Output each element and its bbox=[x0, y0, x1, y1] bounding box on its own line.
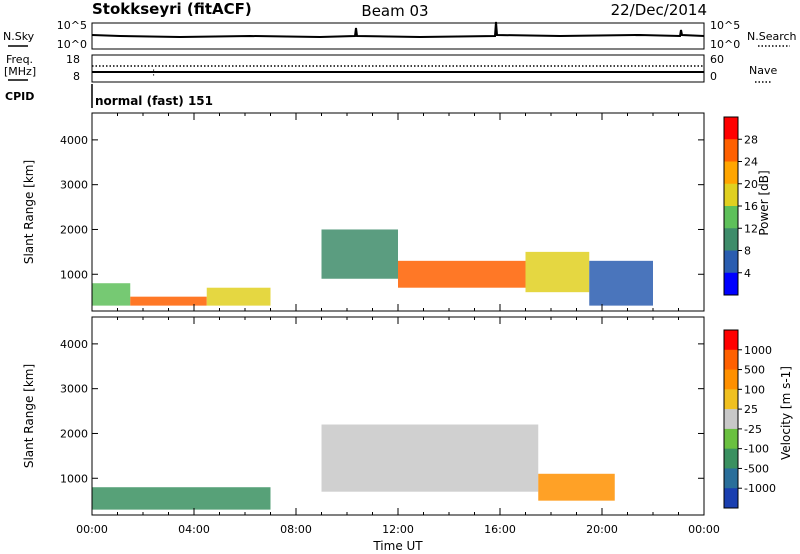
power-echo-region-0 bbox=[92, 283, 131, 306]
time-xtick-label: 12:00 bbox=[382, 523, 414, 536]
velocity-colorbar-label: -500 bbox=[744, 462, 769, 475]
cpid-text: normal (fast) 151 bbox=[95, 94, 213, 108]
cpid-label: CPID bbox=[5, 90, 34, 103]
nave-tick-low: 0 bbox=[710, 70, 717, 83]
velocity-echo-region-1 bbox=[321, 424, 539, 492]
time-xtick-label: 16:00 bbox=[484, 523, 516, 536]
power-echo-region-5 bbox=[525, 251, 590, 293]
power-echo-region-1 bbox=[130, 296, 207, 306]
date-title: 22/Dec/2014 bbox=[611, 1, 707, 19]
velocity-ytick-label: 1000 bbox=[60, 472, 88, 485]
velocity-echo-layer bbox=[92, 424, 615, 510]
velocity-colorbar-segment bbox=[724, 488, 738, 509]
nsearch-tick-high: 10^5 bbox=[710, 19, 740, 32]
nsky-trace bbox=[91, 21, 705, 39]
velocity-colorbar-segment bbox=[724, 389, 738, 410]
velocity-echo-region-2 bbox=[538, 473, 615, 501]
power-ytick-label: 3000 bbox=[60, 179, 88, 192]
power-colorbar-segment bbox=[724, 250, 738, 274]
power-colorbar-label: 12 bbox=[744, 222, 758, 235]
velocity-colorbar-label: -25 bbox=[744, 423, 762, 436]
freq-strip: ⁝ Freq. [MHz] 18 8 60 0 Nave bbox=[4, 53, 777, 83]
freq-tick-high: 18 bbox=[66, 53, 80, 66]
velocity-colorbar-label: -1000 bbox=[744, 482, 776, 495]
velocity-colorbar-segment bbox=[724, 468, 738, 489]
power-ytick-label: 4000 bbox=[60, 134, 88, 147]
time-axis-label: Time UT bbox=[372, 539, 423, 553]
time-xtick-label: 04:00 bbox=[178, 523, 210, 536]
velocity-y-axis-label: Slant Range [km] bbox=[22, 364, 36, 468]
power-colorbar-label: 4 bbox=[744, 267, 751, 280]
power-colorbar: 4 8 12 16 20 24 28 bbox=[723, 116, 758, 296]
velocity-colorbar-segment bbox=[724, 330, 738, 351]
velocity-colorbar-segment bbox=[724, 448, 738, 469]
freq-glitch: ⁝ bbox=[152, 68, 155, 79]
time-xtick-label: 20:00 bbox=[586, 523, 618, 536]
power-colorbar-label: 8 bbox=[744, 245, 751, 258]
velocity-colorbar-segment bbox=[724, 349, 738, 371]
velocity-panel: 1000 2000 3000 4000 00:00 04:00 08:00 12:00 16:… bbox=[22, 316, 793, 553]
power-colorbar-segment bbox=[724, 117, 738, 140]
velocity-colorbar-segment bbox=[724, 409, 738, 430]
power-y-ticks: 1000 2000 3000 4000 bbox=[60, 134, 704, 281]
power-panel: 1000 2000 3000 4000 Slant Range [km] 4 8 12 16… bbox=[22, 112, 771, 312]
velocity-colorbar-frame bbox=[723, 329, 739, 509]
nsearch-tick-low: 10^0 bbox=[710, 38, 740, 51]
power-colorbar-segment bbox=[724, 206, 738, 229]
nsky-label: N.Sky bbox=[3, 30, 35, 43]
velocity-colorbar-segment bbox=[724, 428, 738, 450]
velocity-colorbar-label: -100 bbox=[744, 443, 769, 456]
power-echo-region-6 bbox=[589, 260, 653, 306]
velocity-y-ticks: 1000 2000 3000 4000 bbox=[60, 338, 704, 485]
power-ytick-label: 2000 bbox=[60, 223, 88, 236]
power-y-axis-label: Slant Range [km] bbox=[22, 160, 36, 264]
power-colorbar-label: 20 bbox=[744, 178, 758, 191]
nsky-tick-high: 10^5 bbox=[57, 19, 87, 32]
velocity-colorbar: 1000 500 100 25 -25 -100 -500 -1000 bbox=[723, 329, 776, 509]
nsearch-label: N.Search bbox=[747, 30, 797, 43]
time-xtick-label: 08:00 bbox=[280, 523, 312, 536]
power-colorbar-label: 24 bbox=[744, 156, 758, 169]
power-ytick-label: 1000 bbox=[60, 268, 88, 281]
nave-tick-high: 60 bbox=[710, 53, 724, 66]
power-colorbar-segment bbox=[724, 161, 738, 185]
station-title: Stokkseyri (fitACF) bbox=[92, 0, 252, 18]
time-xtick-label: 00:00 bbox=[76, 523, 108, 536]
cpid-strip: CPID normal (fast) 151 bbox=[5, 84, 213, 108]
time-xtick-label: 00:00 bbox=[688, 523, 720, 536]
velocity-colorbar-label: 25 bbox=[744, 403, 758, 416]
velocity-ytick-label: 3000 bbox=[60, 383, 88, 396]
power-echo-region-2 bbox=[206, 287, 271, 306]
velocity-colorbar-segment bbox=[724, 369, 738, 390]
power-colorbar-segment bbox=[724, 139, 738, 162]
nave-label: Nave bbox=[749, 64, 777, 77]
velocity-ytick-label: 4000 bbox=[60, 338, 88, 351]
power-echo-region-3 bbox=[321, 229, 398, 279]
velocity-colorbar-label: 1000 bbox=[744, 344, 772, 357]
freq-tick-low: 8 bbox=[73, 70, 80, 83]
power-colorbar-segment bbox=[724, 183, 738, 207]
velocity-panel-frame bbox=[91, 316, 705, 516]
nsky-strip: N.Sky 10^5 10^0 10^5 10^0 N.Search bbox=[3, 19, 797, 51]
power-echo-region-4 bbox=[398, 260, 526, 288]
power-colorbar-label: Power [dB] bbox=[757, 170, 771, 235]
velocity-colorbar-label: Velocity [m s-1] bbox=[779, 366, 793, 460]
power-echo-layer bbox=[92, 229, 653, 306]
nsky-tick-low: 10^0 bbox=[57, 38, 87, 51]
power-colorbar-label: 16 bbox=[744, 200, 758, 213]
beam-title: Beam 03 bbox=[361, 2, 428, 20]
velocity-colorbar-label: 500 bbox=[744, 364, 765, 377]
velocity-ytick-label: 2000 bbox=[60, 427, 88, 440]
power-colorbar-segment bbox=[724, 272, 738, 296]
velocity-x-ticks: 00:00 04:00 08:00 12:00 16:00 20:00 00:00 bbox=[76, 317, 720, 536]
power-colorbar-segment bbox=[724, 228, 738, 251]
freq-label: Freq. bbox=[6, 53, 33, 66]
power-panel-frame bbox=[91, 112, 705, 312]
velocity-colorbar-label: 100 bbox=[744, 383, 765, 396]
freq-unit: [MHz] bbox=[4, 65, 36, 78]
power-colorbar-label: 28 bbox=[744, 133, 758, 146]
freq-strip-frame bbox=[91, 54, 705, 83]
velocity-echo-region-0 bbox=[92, 487, 271, 510]
